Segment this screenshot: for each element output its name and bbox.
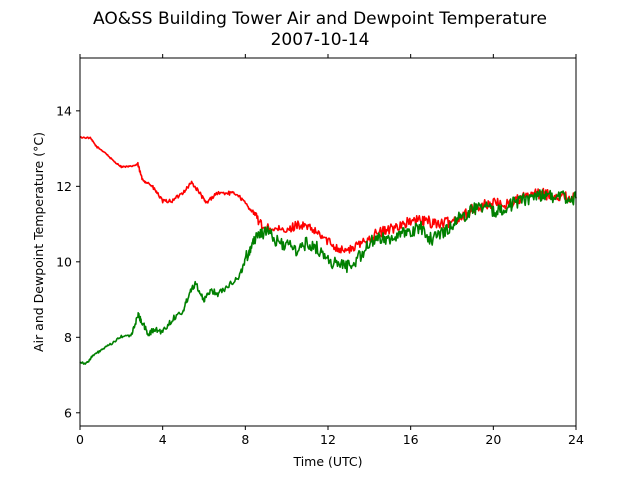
x-tick-label: 20 [485, 432, 501, 447]
x-tick-label: 24 [568, 432, 584, 447]
x-tick-label: 0 [76, 432, 84, 447]
x-tick-label: 12 [320, 432, 336, 447]
y-tick-label: 10 [56, 254, 72, 269]
y-tick-label: 12 [56, 179, 72, 194]
chart-subtitle: 2007-10-14 [271, 30, 370, 50]
y-tick-label: 14 [56, 103, 72, 118]
chart-title: AO&SS Building Tower Air and Dewpoint Te… [93, 9, 547, 29]
x-tick-label: 16 [403, 432, 419, 447]
y-tick-label: 8 [64, 330, 72, 345]
series-line-0 [79, 136, 577, 254]
y-tick-label: 6 [64, 405, 72, 420]
y-axis-label: Air and Dewpoint Temperature (°C) [31, 132, 46, 352]
x-tick-label: 4 [159, 432, 167, 447]
series-layer [79, 136, 577, 365]
x-axis-label: Time (UTC) [292, 454, 362, 469]
tick-layer: 0 4 8 12 16 20 24 6 8 10 12 14 [56, 54, 584, 447]
x-tick-label: 8 [241, 432, 249, 447]
series-line-1 [79, 189, 577, 365]
